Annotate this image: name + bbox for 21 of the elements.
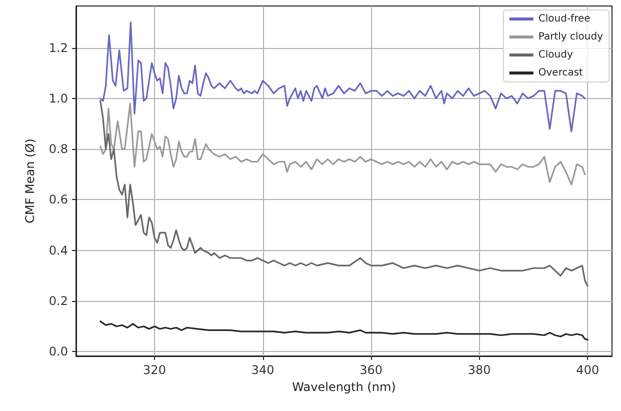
line-series <box>100 320 588 341</box>
line-series <box>100 102 586 186</box>
y-tick-label: 0.6 <box>48 192 68 207</box>
x-tick-label: 320 <box>143 363 166 377</box>
x-tick-label: 340 <box>251 363 274 377</box>
x-tick-label: 400 <box>576 363 600 377</box>
legend-label: Overcast <box>538 68 584 78</box>
y-tick-label: 0.8 <box>48 142 68 156</box>
y-tick-label: 0.0 <box>48 344 68 359</box>
y-tick-label: 0.2 <box>48 294 68 308</box>
line-series <box>100 100 588 287</box>
x-tick-label: 380 <box>468 363 491 377</box>
x-tick-label: 360 <box>360 363 383 377</box>
x-axis-title: Wavelength (nm) <box>292 380 396 394</box>
legend-label: Partly cloudy <box>538 32 604 42</box>
legend-label: Cloud-free <box>538 14 590 24</box>
y-tick-label: 1.0 <box>48 91 68 106</box>
legend-label: Cloudy <box>538 50 573 60</box>
y-tick-label: 0.4 <box>48 243 68 258</box>
y-tick-label: 1.2 <box>48 40 68 55</box>
y-axis-title: CMF Mean (Ø) <box>23 138 37 224</box>
